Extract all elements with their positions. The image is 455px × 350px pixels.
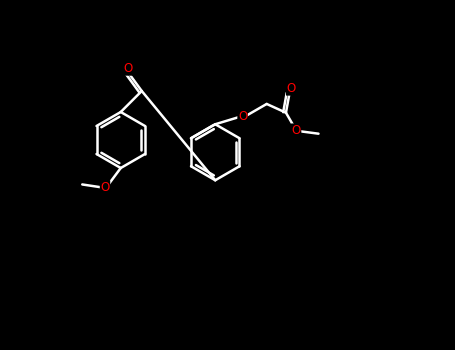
Text: O: O (292, 124, 301, 137)
Text: O: O (287, 82, 296, 95)
Text: O: O (101, 181, 110, 194)
Text: O: O (238, 110, 247, 123)
Text: O: O (124, 62, 133, 75)
